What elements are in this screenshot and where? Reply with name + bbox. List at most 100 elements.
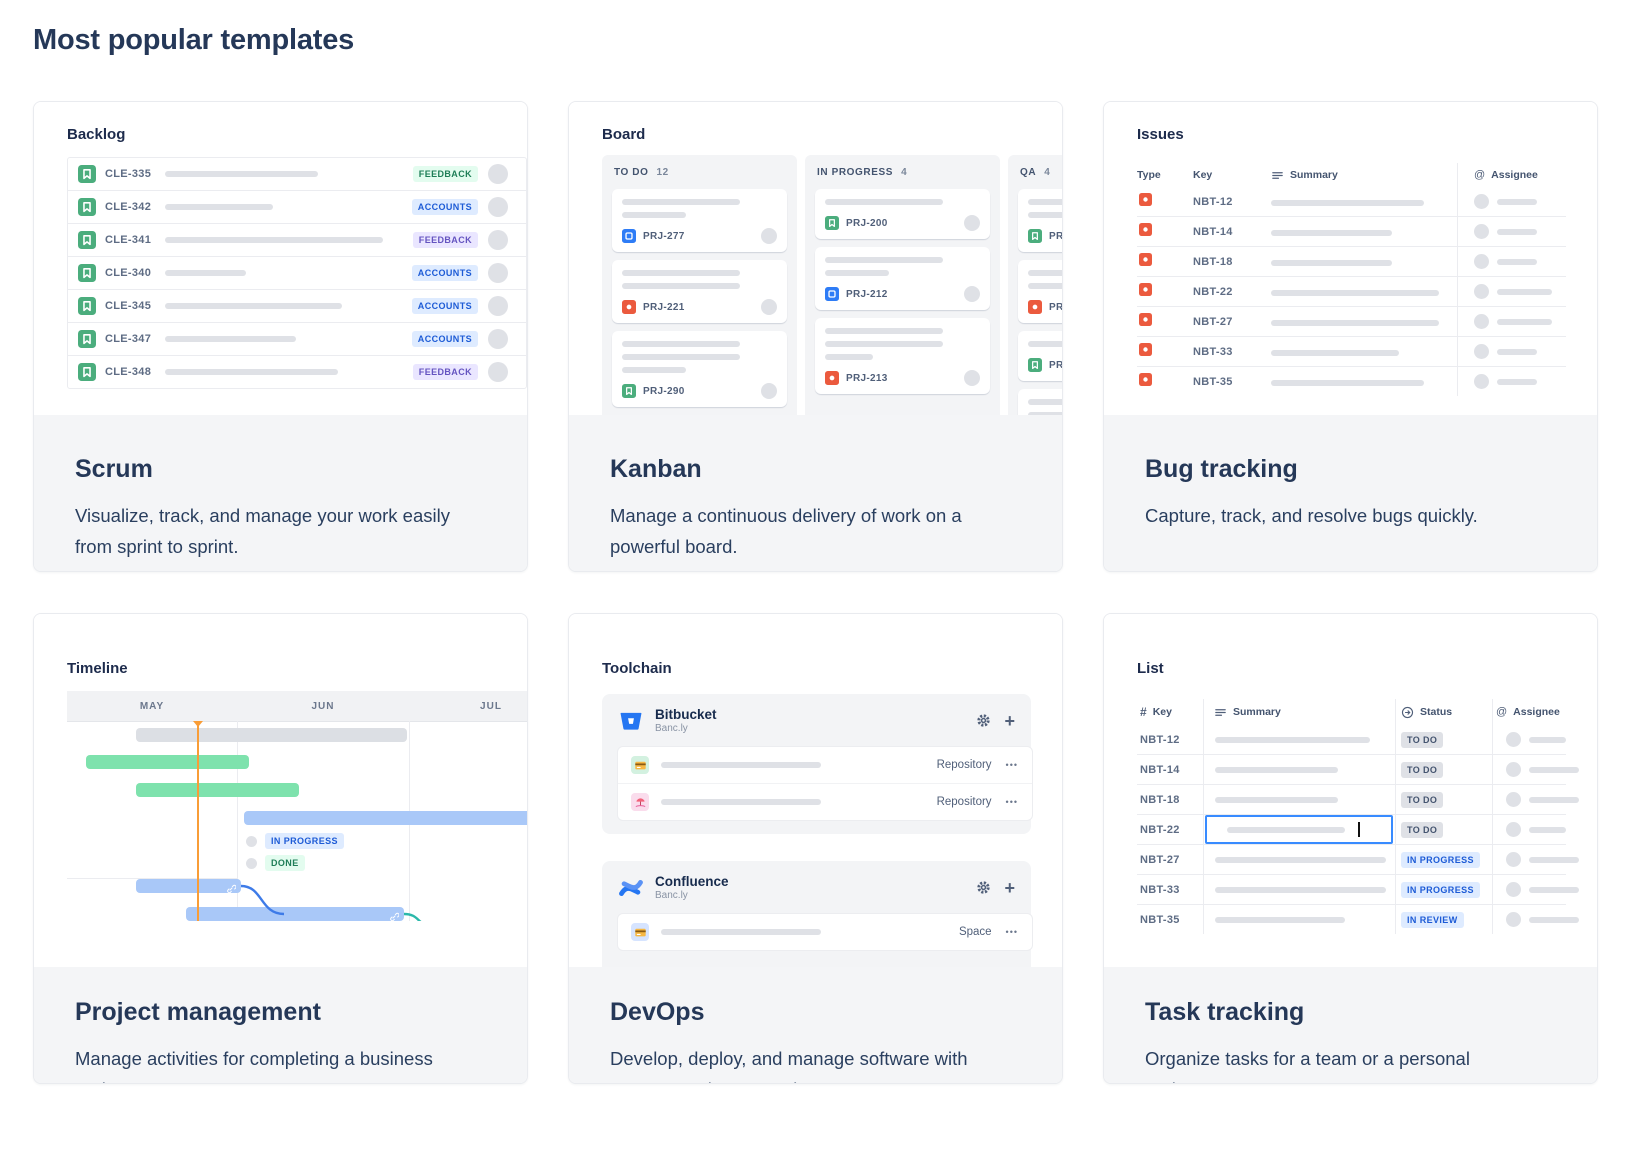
issue-key: CLE-340: [105, 267, 152, 279]
selected-cell-editor[interactable]: [1205, 815, 1393, 844]
summary-skeleton: [1215, 856, 1386, 863]
templates-page: Most popular templates Backlog CLE-335 FE…: [33, 24, 1598, 1084]
issue-key: CLE-347: [105, 333, 152, 345]
preview-title-timeline: Timeline: [67, 660, 128, 677]
avatar: [1506, 732, 1521, 747]
board-card: PRJ-213: [815, 318, 990, 394]
card-text-skeleton: [1028, 283, 1062, 289]
toolchain-row: Repository •••: [618, 783, 1032, 820]
issue-key: NBT-22: [1140, 823, 1180, 836]
list-summary-cell: [1204, 845, 1396, 874]
toolchain-preview: Toolchain Bitbucket Banc.ly + Repository •••…: [569, 614, 1062, 967]
assignee-skeleton: [1529, 796, 1579, 803]
assignee-skeleton: [1529, 916, 1579, 923]
month-label: MAY: [139, 700, 165, 712]
plus-icon: +: [1004, 877, 1015, 898]
list-row: NBT-35 IN REVIEW: [1137, 904, 1579, 934]
issue-key: NBT-12: [1193, 195, 1233, 208]
toolchain-section-header: Bitbucket Banc.ly +: [602, 694, 1031, 744]
list-assignee-cell: [1493, 725, 1566, 754]
template-card-devops[interactable]: Toolchain Bitbucket Banc.ly + Repository •••…: [568, 613, 1063, 1084]
board-column-header: QA 4: [1018, 165, 1062, 178]
label-badge: ACCOUNTS: [411, 199, 478, 215]
bug-issue-type-icon: [1139, 342, 1152, 356]
list-status-cell: IN PROGRESS: [1396, 875, 1493, 904]
toolchain-app-names: Confluence Banc.ly: [655, 874, 729, 901]
list-assignee-cell: [1493, 875, 1579, 904]
toolchain-panel: Repository ••• Repository •••: [617, 746, 1033, 822]
template-card-kanban[interactable]: Board TO DO 12 PRJ-277 PRJ-221 PRJ-290 IN PRO…: [568, 101, 1063, 572]
summary-skeleton: [1271, 229, 1392, 236]
month-label: JUN: [311, 700, 335, 712]
issues-table: Type Key Summary @ Assignee NBT-12 NBT-14…: [1137, 163, 1566, 396]
issue-assignee-cell: [1457, 217, 1566, 246]
template-name: Bug tracking: [1145, 455, 1298, 483]
status-badge: IN PROGRESS: [265, 833, 344, 849]
preview-title-backlog: Backlog: [67, 126, 126, 143]
issue-key: NBT-18: [1193, 255, 1233, 268]
backlog-row: CLE-347 ACCOUNTS: [68, 322, 526, 355]
board-column-count: 12: [656, 167, 669, 178]
column-header-key: # Key: [1137, 699, 1204, 725]
label-badge: FEEDBACK: [412, 166, 478, 182]
issue-key: NBT-35: [1140, 913, 1180, 926]
issue-type-cell: [1137, 222, 1193, 241]
template-card-scrum[interactable]: Backlog CLE-335 FEEDBACK CLE-342 ACCOUNTS CL…: [33, 101, 528, 572]
card-text-skeleton: [622, 354, 740, 360]
card-text-skeleton: [622, 270, 740, 276]
avatar: [488, 296, 508, 316]
issue-key: CLE-341: [105, 234, 152, 246]
backlog-row: CLE-345 ACCOUNTS: [68, 289, 526, 322]
kanban-preview: Board TO DO 12 PRJ-277 PRJ-221 PRJ-290 IN PRO…: [569, 102, 1062, 415]
toolchain-row: Repository •••: [618, 747, 1032, 783]
issue-key: NBT-12: [1140, 733, 1180, 746]
card-text-skeleton: [825, 199, 943, 205]
board-column-header: TO DO 12: [612, 165, 787, 178]
board-card: PRJ-277: [612, 189, 787, 252]
preview-title-list: List: [1137, 660, 1164, 677]
template-card-bug-tracking[interactable]: Issues Type Key Summary @ Assignee: [1103, 101, 1598, 572]
issue-assignee-cell: [1457, 277, 1566, 306]
task-issue-type-icon: [622, 229, 636, 243]
list-row: NBT-22 TO DO: [1137, 814, 1566, 844]
issue-key: NBT-27: [1193, 315, 1233, 328]
issue-key: NBT-33: [1140, 883, 1180, 896]
issues-table-header: Type Key Summary @ Assignee: [1137, 163, 1566, 187]
issue-row: NBT-33: [1137, 336, 1566, 366]
gantt-bar-gray: [136, 728, 407, 742]
avatar: [1506, 792, 1521, 807]
avatar: [1474, 284, 1489, 299]
card-text-skeleton: [825, 257, 943, 263]
list-assignee-cell: [1493, 815, 1566, 844]
column-header-summary: Summary: [1204, 699, 1396, 725]
summary-skeleton: [1271, 349, 1399, 356]
issue-key: PRJ-236: [1049, 230, 1062, 242]
template-card-task-tracking[interactable]: List # Key Summary Status: [1103, 613, 1598, 1084]
avatar: [1506, 852, 1521, 867]
issue-type-cell: [1137, 282, 1193, 301]
list-row: NBT-12 TO DO: [1137, 725, 1566, 754]
board-card-footer: PRJ-236: [1028, 228, 1062, 244]
gantt-bar-blue: [186, 907, 404, 921]
card-text-skeleton: [1028, 341, 1062, 347]
card-text-skeleton: [622, 283, 740, 289]
list-summary-cell: [1204, 755, 1396, 784]
toolchain-row: Space •••: [618, 914, 1032, 950]
gantt-body: IN PROGRESS DONE: [67, 721, 527, 921]
avatar: [1474, 344, 1489, 359]
summary-skeleton: [1271, 289, 1439, 296]
label-badge: FEEDBACK: [412, 364, 478, 380]
list-table-header: # Key Summary Status @: [1137, 699, 1566, 725]
more-options-icon: •••: [1005, 927, 1018, 938]
board-card-footer: PRJ-290: [622, 383, 777, 399]
preview-title-board: Board: [602, 126, 646, 143]
bug-issue-type-icon: [1028, 300, 1042, 314]
issue-key: NBT-22: [1193, 285, 1233, 298]
issue-row: NBT-12: [1137, 187, 1566, 216]
board-card: PRJ-200: [815, 189, 990, 239]
card-text-skeleton: [825, 328, 943, 334]
list-summary-cell: [1204, 905, 1396, 934]
bug-issue-type-icon: [622, 300, 636, 314]
template-card-project-management[interactable]: Timeline MAY JUN JUL IN PROGRESS DONE Pro…: [33, 613, 528, 1084]
card-text-skeleton: [1028, 212, 1062, 218]
